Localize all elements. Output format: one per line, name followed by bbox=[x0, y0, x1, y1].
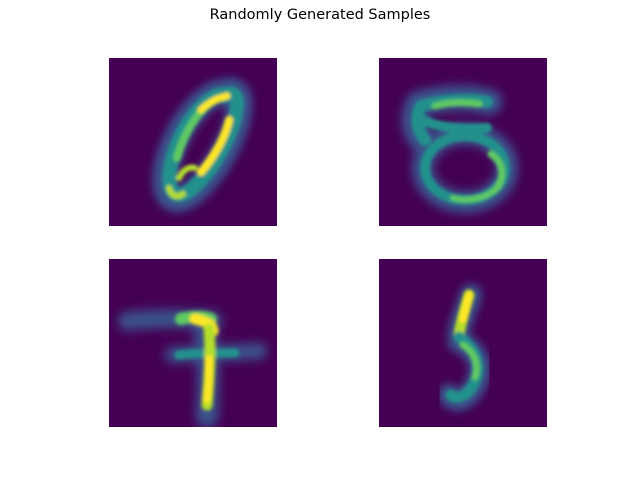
figure-title: Randomly Generated Samples bbox=[209, 7, 431, 23]
sample-image-2 bbox=[379, 58, 547, 226]
sample-image-3 bbox=[109, 259, 277, 427]
sample-image-1 bbox=[109, 58, 277, 226]
sample-image-4 bbox=[379, 259, 547, 427]
generated-digit-0 bbox=[152, 77, 253, 212]
generated-digit-7 bbox=[118, 309, 267, 427]
generated-digit-5 bbox=[401, 85, 518, 213]
generated-digit-5-b bbox=[438, 284, 491, 411]
